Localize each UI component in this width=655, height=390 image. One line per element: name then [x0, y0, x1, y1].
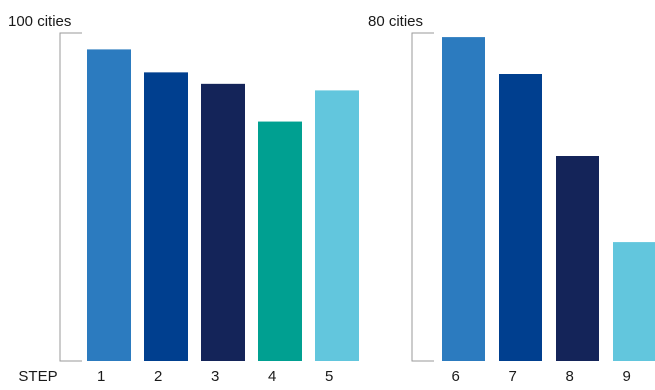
bar-step-1: [87, 49, 131, 362]
left-panel-axis-label: 100 cities: [8, 13, 71, 30]
tick-label-step-2: 2: [154, 368, 162, 385]
bar-step-3: [201, 83, 245, 361]
bar-step-8: [556, 156, 599, 361]
right-panel-bracket: [411, 32, 434, 362]
bar-step-9: [613, 242, 655, 361]
tick-label-step-6: 6: [452, 368, 460, 385]
left-panel-bracket: [59, 32, 82, 362]
bar-step-4: [258, 121, 302, 361]
tick-label-step-5: 5: [325, 368, 333, 385]
tick-label-step-7: 7: [509, 368, 517, 385]
tick-label-step-3: 3: [211, 368, 219, 385]
tick-label-step-1: 1: [97, 368, 105, 385]
bar-step-2: [144, 72, 188, 362]
bars-layer: [87, 37, 655, 362]
bar-step-6: [442, 37, 485, 361]
bar-step-5: [315, 90, 359, 362]
tick-label-step-8: 8: [566, 368, 574, 385]
bar-step-7: [499, 74, 542, 361]
tick-label-step-4: 4: [268, 368, 276, 385]
tick-label-step-9: 9: [623, 368, 631, 385]
right-panel-axis-label: 80 cities: [368, 13, 423, 30]
tick-labels-layer: 1 2 3 4 5 6 7 8 9: [97, 368, 631, 385]
step-label: STEP: [18, 368, 57, 385]
